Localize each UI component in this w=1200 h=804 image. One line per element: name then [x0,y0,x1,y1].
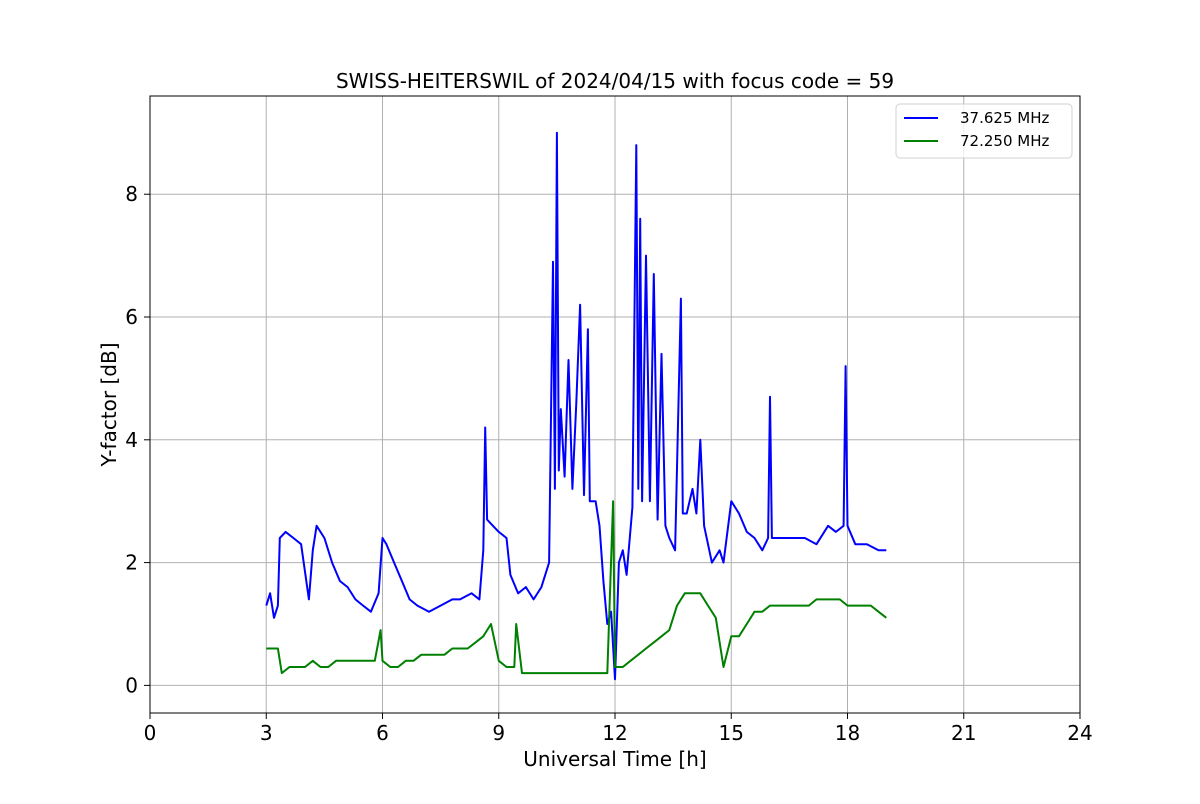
legend-label-series-2: 72.250 MHz [960,132,1049,150]
y-tick-label: 2 [125,551,138,575]
y-tick-label: 4 [125,428,138,452]
x-tick-label: 24 [1067,721,1092,745]
x-tick-label: 15 [719,721,744,745]
x-tick-label: 21 [951,721,976,745]
series-layer [265,131,887,681]
legend-label-series-1: 37.625 MHz [960,109,1049,127]
y-axis-label: Y-factor [dB] [97,342,121,467]
legend: 37.625 MHz 72.250 MHz [895,103,1073,159]
y-tick-label: 0 [125,673,138,697]
y-tick-label: 8 [125,182,138,206]
x-tick-label: 12 [602,721,627,745]
grid-layer [149,96,1081,713]
x-tick-label: 0 [144,721,157,745]
y-tick-label: 6 [125,305,138,329]
x-tick-label: 3 [260,721,273,745]
x-tick-label: 18 [835,721,860,745]
chart-title: SWISS-HEITERSWIL of 2024/04/15 with focu… [336,69,894,93]
legend-box [895,103,1073,159]
series-line-1 [265,131,887,681]
x-tick-label: 6 [376,721,389,745]
x-tick-label: 9 [492,721,505,745]
x-axis-label: Universal Time [h] [523,747,706,771]
series-line-2 [266,500,887,675]
